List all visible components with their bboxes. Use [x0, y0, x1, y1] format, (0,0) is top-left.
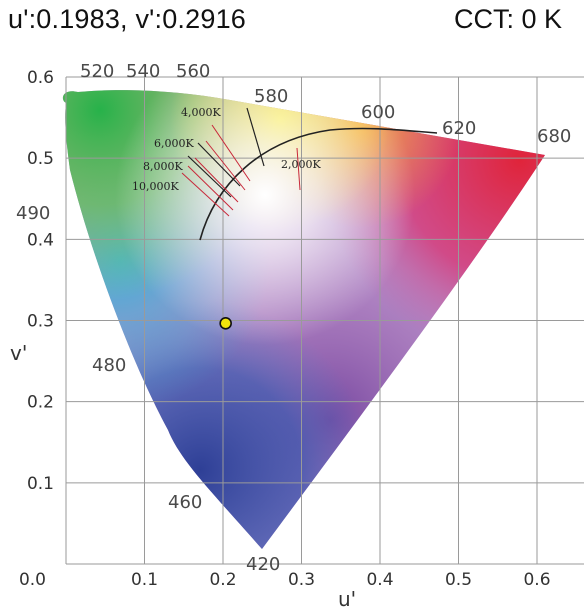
- x-tick-label: 0.5: [445, 570, 472, 590]
- cct-readout: CCT: 0 K: [453, 4, 562, 34]
- y-axis-ticks: 0.1 0.2 0.3 0.4 0.5 0.6: [27, 68, 54, 494]
- isotherm-line: [211, 124, 251, 182]
- x-tick-label: 0.3: [288, 570, 315, 590]
- cct-label-6000k: 6,000K: [154, 137, 194, 150]
- x-tick-label: 0.0: [19, 570, 46, 590]
- cct-labels: 4,000K 6,000K 8,000K 10,000K 2,000K: [132, 106, 321, 193]
- x-axis-ticks: 0.0 0.1 0.2 0.3 0.4 0.5 0.6: [19, 570, 551, 590]
- x-axis-title: u': [338, 587, 356, 611]
- wavelength-label-480: 480: [92, 355, 126, 376]
- cct-label-10000k: 10,000K: [132, 180, 179, 193]
- wavelength-label-620: 620: [442, 118, 476, 139]
- cct-label-2000k: 2,000K: [281, 158, 321, 171]
- wavelength-labels: 520 540 560 580 600 620 680 490 480 460 …: [16, 61, 571, 575]
- y-tick-label: 0.3: [27, 312, 54, 332]
- x-tick-label: 0.2: [209, 570, 236, 590]
- isotherm-line: [197, 142, 241, 187]
- wavelength-label-680: 680: [537, 126, 571, 147]
- y-tick-label: 0.2: [27, 393, 54, 413]
- isotherm-line: [187, 165, 234, 211]
- y-tick-label: 0.4: [27, 230, 54, 250]
- isotherm-line: [194, 157, 239, 203]
- grid-lines: [65, 76, 584, 565]
- y-tick-label: 0.1: [27, 474, 54, 494]
- x-tick-label: 0.1: [131, 570, 158, 590]
- isotherm-lines-dark: [187, 107, 265, 198]
- wavelength-label-600: 600: [361, 102, 395, 123]
- wavelength-label-460: 460: [168, 492, 202, 513]
- isotherm-line: [296, 147, 301, 191]
- isotherm-line: [187, 155, 232, 198]
- cct-label-4000k: 4,000K: [181, 106, 221, 119]
- x-tick-label: 0.4: [366, 570, 393, 590]
- wavelength-label-420: 420: [246, 554, 280, 575]
- y-axis-title: v': [10, 341, 27, 365]
- planckian-locus: [199, 127, 438, 241]
- cct-label-8000k: 8,000K: [143, 160, 183, 173]
- wavelength-label-490: 490: [16, 203, 50, 224]
- uv-coordinate-readout: u':0.1983, v':0.2916: [8, 4, 246, 34]
- y-tick-label: 0.5: [27, 149, 54, 169]
- isotherm-line: [181, 172, 230, 217]
- measurement-point[interactable]: [219, 317, 232, 330]
- x-tick-label: 0.6: [523, 570, 550, 590]
- isotherm-lines: [181, 124, 301, 217]
- y-tick-label: 0.6: [27, 68, 54, 88]
- wavelength-label-580: 580: [254, 86, 288, 107]
- wavelength-label-520: 520: [80, 61, 114, 82]
- isotherm-line: [205, 140, 246, 191]
- isotherm-line: [246, 107, 265, 167]
- wavelength-label-560: 560: [176, 61, 210, 82]
- wavelength-label-540: 540: [126, 61, 160, 82]
